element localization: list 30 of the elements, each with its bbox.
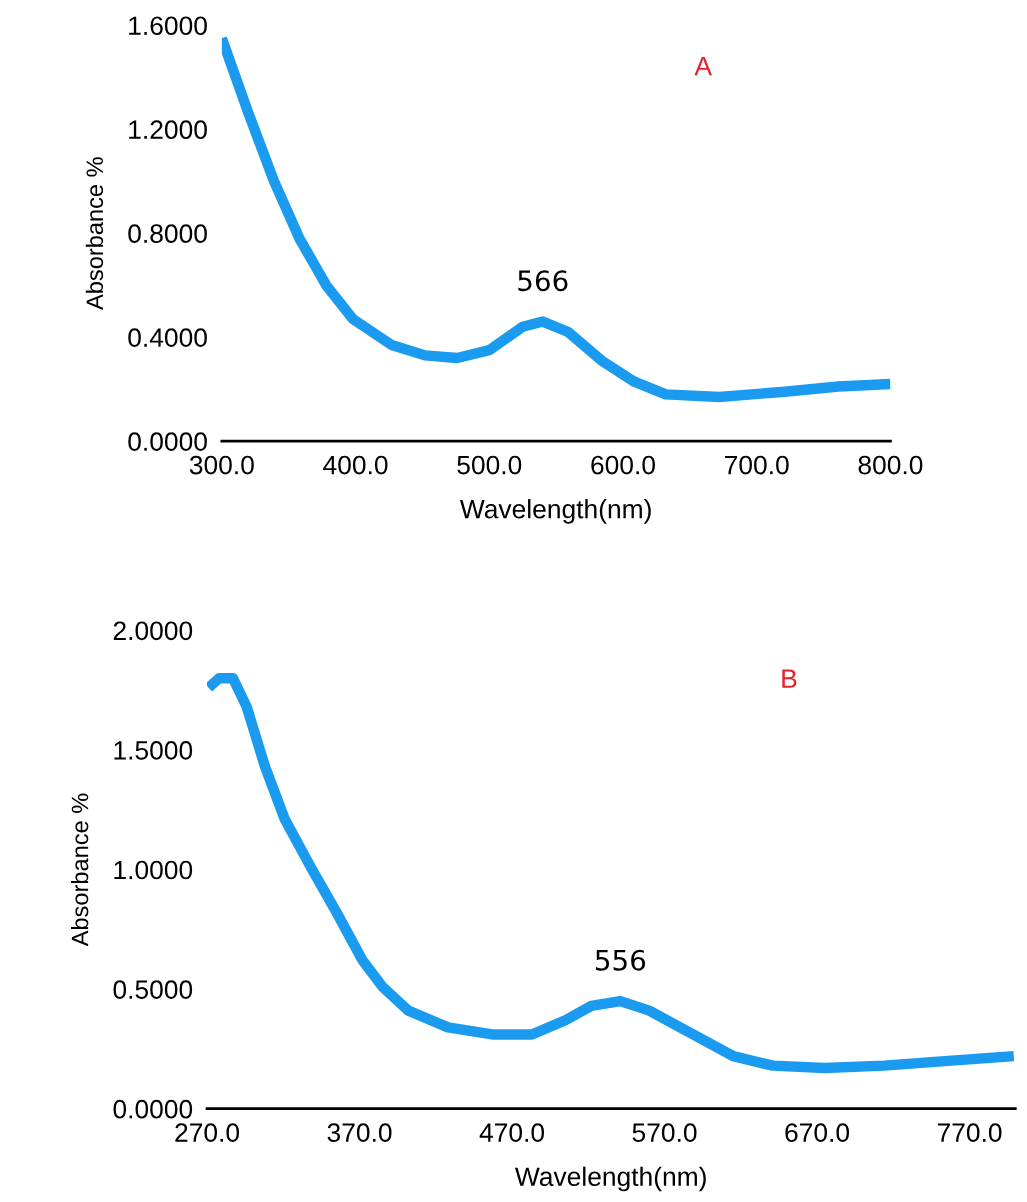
x-tick-label: 500.0 — [457, 455, 522, 475]
annotation: A — [694, 56, 712, 76]
y-tick-label: 0.5000 — [113, 980, 193, 999]
x-tick-label: 770.0 — [937, 1123, 1002, 1142]
x-tick-label: 670.0 — [785, 1123, 850, 1142]
y-tick-label: 1.2000 — [129, 120, 207, 140]
y-tick-label: 0.8000 — [128, 224, 207, 244]
x-tick-label: 300.0 — [189, 455, 254, 475]
annotation: B — [782, 669, 797, 688]
annotation: 556 — [595, 949, 646, 971]
x-axis-title: Wavelength(nm) — [459, 499, 651, 524]
y-axis-title: Absorbance % — [71, 793, 89, 947]
x-tick-label: 700.0 — [725, 455, 789, 475]
y-tick-label: 0.4000 — [128, 328, 207, 347]
x-tick-label: 270.0 — [175, 1123, 240, 1142]
x-tick-label: 800.0 — [858, 455, 923, 475]
y-tick-label: 1.6000 — [129, 16, 207, 36]
x-tick-label: 400.0 — [323, 455, 388, 475]
y-tick-label: 1.0000 — [114, 860, 193, 880]
x-tick-label: 470.0 — [479, 1123, 545, 1142]
x-tick-label: 600.0 — [591, 455, 655, 475]
y-tick-label: 1.5000 — [114, 741, 193, 760]
annotation: 566 — [518, 270, 568, 292]
y-tick-label: 2.0000 — [113, 621, 193, 641]
y-axis-title: Absorbance % — [85, 157, 104, 310]
y-tick-label: 0.0000 — [128, 432, 207, 451]
y-tick-label: 0.0000 — [113, 1099, 193, 1119]
x-axis-title: Wavelength(nm) — [514, 1166, 706, 1192]
x-tick-label: 570.0 — [632, 1123, 697, 1142]
x-tick-label: 370.0 — [327, 1123, 392, 1142]
